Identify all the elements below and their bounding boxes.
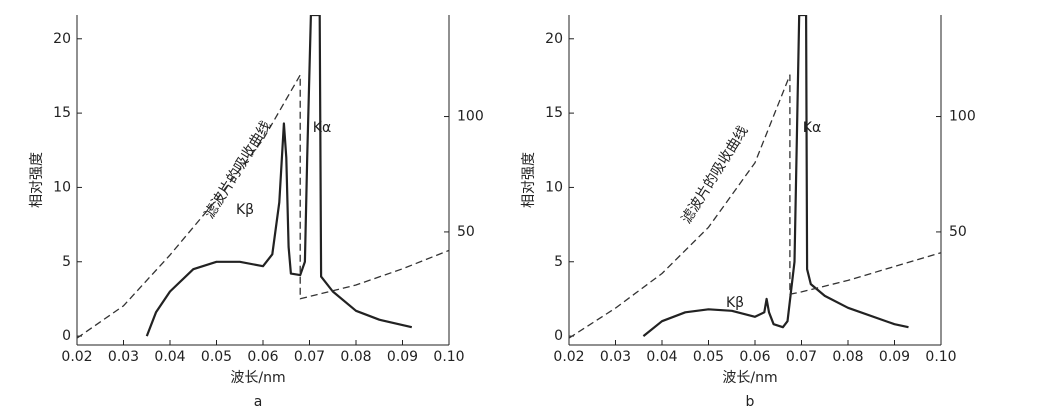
x-tick-label: 0.05 bbox=[693, 349, 724, 365]
y-axis-label: 相对强度 bbox=[29, 152, 45, 208]
x-tick-label: 0.06 bbox=[247, 349, 278, 365]
x-tick-label: 0.04 bbox=[646, 349, 677, 365]
x-axis-label: 波长/nm bbox=[722, 370, 777, 386]
y-tick-label: 0 bbox=[62, 328, 71, 344]
y-tick-label: 15 bbox=[545, 105, 563, 121]
annotation: 滤波片的吸收曲线 bbox=[679, 123, 752, 226]
y-tick-label: 10 bbox=[53, 179, 71, 195]
x-tick-label: 0.09 bbox=[387, 349, 418, 365]
y-tick-label: 15 bbox=[53, 105, 71, 121]
x-tick-label: 0.10 bbox=[433, 349, 464, 365]
x-tick-label: 0.03 bbox=[108, 349, 139, 365]
y-tick-label: 0 bbox=[554, 328, 563, 344]
y-tick-label: 5 bbox=[554, 254, 563, 270]
x-tick-label: 0.06 bbox=[739, 349, 770, 365]
y2-tick-label: 50 bbox=[949, 224, 967, 240]
annotation: Kα bbox=[313, 120, 331, 136]
x-tick-label: 0.09 bbox=[879, 349, 910, 365]
annotation: Kβ bbox=[726, 295, 744, 311]
spectrum-line bbox=[642, 15, 909, 337]
x-tick-label: 0.02 bbox=[61, 349, 92, 365]
x-tick-label: 0.07 bbox=[294, 349, 325, 365]
annotation: Kβ bbox=[236, 202, 254, 218]
panel: 0.02 0.03 0.04 0.05 0.06 0.07 0.08 0.09 0.10 0 5 10… bbox=[29, 15, 484, 410]
x-axis-label: 波长/nm bbox=[230, 370, 285, 386]
x-tick-label: 0.08 bbox=[340, 349, 371, 365]
spectrum-line bbox=[145, 15, 413, 337]
annotation: Kα bbox=[803, 120, 821, 136]
x-tick-label: 0.05 bbox=[201, 349, 232, 365]
absorption-curve bbox=[77, 74, 449, 339]
y2-tick-label: 100 bbox=[457, 109, 484, 125]
y-tick-label: 10 bbox=[545, 179, 563, 195]
x-tick-label: 0.02 bbox=[553, 349, 584, 365]
x-tick-label: 0.07 bbox=[786, 349, 817, 365]
y-tick-label: 5 bbox=[62, 254, 71, 270]
y-tick-label: 20 bbox=[53, 31, 71, 47]
x-tick-label: 0.10 bbox=[925, 349, 956, 365]
x-tick-label: 0.04 bbox=[154, 349, 185, 365]
y-axis-label: 相对强度 bbox=[521, 152, 537, 208]
y2-tick-label: 50 bbox=[457, 224, 475, 240]
caption: b bbox=[746, 394, 755, 410]
y-tick-label: 20 bbox=[545, 31, 563, 47]
panel: 0.02 0.03 0.04 0.05 0.06 0.07 0.08 0.09 0.10 0 5 10… bbox=[521, 15, 976, 410]
x-tick-label: 0.03 bbox=[600, 349, 631, 365]
y2-tick-label: 100 bbox=[949, 109, 976, 125]
absorption-curve bbox=[569, 74, 941, 339]
caption: a bbox=[254, 394, 263, 410]
x-tick-label: 0.08 bbox=[832, 349, 863, 365]
